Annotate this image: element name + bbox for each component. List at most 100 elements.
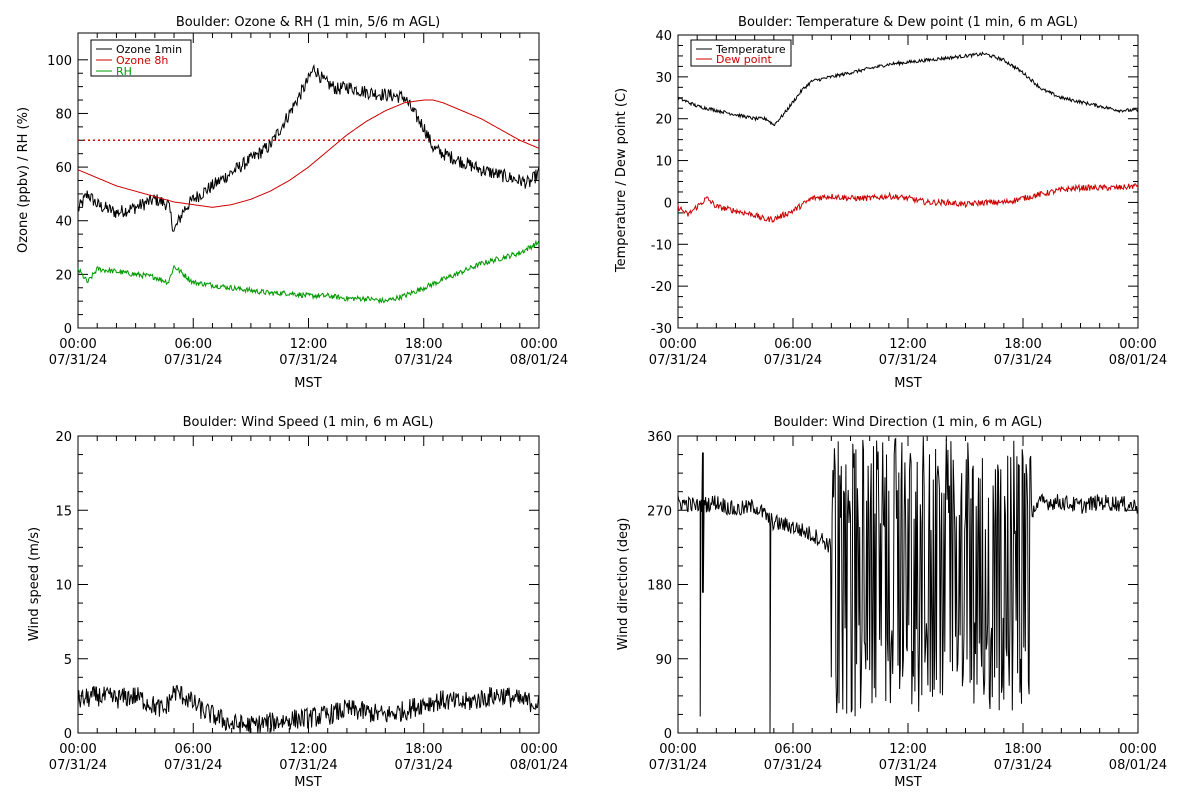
y-tick-label: 270 <box>647 504 672 519</box>
y-tick-label: 5 <box>64 653 72 668</box>
y-tick-label: 10 <box>655 155 672 170</box>
x-tick-label-time: 06:00 <box>774 337 811 352</box>
x-tick-label-time: 06:00 <box>774 742 811 757</box>
series-line-wind-dir <box>677 436 1139 734</box>
x-tick-label-time: 00:00 <box>1119 337 1156 352</box>
chart-title: Boulder: Wind Direction (1 min, 6 m AGL) <box>774 415 1043 430</box>
series-line-ozone-8h <box>77 99 540 208</box>
y-tick-label: 20 <box>655 113 672 128</box>
x-tick-label-date: 07/31/24 <box>164 758 222 773</box>
plot-frame <box>77 435 540 734</box>
legend-label-dew-point: Dew point <box>716 53 772 66</box>
series-line-dew-point <box>677 183 1139 223</box>
x-tick-label-time: 12:00 <box>290 337 327 352</box>
y-axis-label: Temperature / Dew point (C) <box>614 88 629 273</box>
x-tick-label-date: 07/31/24 <box>879 758 937 773</box>
y-tick-label: 20 <box>55 430 72 445</box>
x-tick-label-time: 12:00 <box>889 337 926 352</box>
x-axis: 00:0007/31/2406:0007/31/2412:0007/31/241… <box>49 33 568 368</box>
x-tick-label-time: 18:00 <box>1004 337 1041 352</box>
x-axis-label: MST <box>294 775 321 790</box>
series-lines <box>77 684 540 734</box>
x-tick-label-time: 00:00 <box>659 742 696 757</box>
panel-wind-speed: Boulder: Wind Speed (1 min, 6 m AGL) 0 5 1… <box>27 415 568 790</box>
y-axis-label: Wind direction (deg) <box>616 518 631 651</box>
chart-title: Boulder: Temperature & Dew point (1 min,… <box>738 15 1078 30</box>
x-tick-label-date: 08/01/24 <box>1109 758 1167 773</box>
x-axis-label: MST <box>294 376 321 391</box>
panel-ozone-rh: Boulder: Ozone & RH (1 min, 5/6 m AGL) 0… <box>16 15 568 391</box>
series-line-wind-speed <box>77 684 540 734</box>
y-axis-label: Wind speed (m/s) <box>27 527 42 641</box>
x-tick-label-time: 18:00 <box>1004 742 1041 757</box>
x-tick-label-date: 07/31/24 <box>649 353 707 368</box>
series-lines <box>677 51 1139 223</box>
y-tick-label: 0 <box>664 727 672 742</box>
y-tick-label: 0 <box>664 196 672 211</box>
plot-frame <box>677 34 1139 329</box>
chart-title: Boulder: Wind Speed (1 min, 6 m AGL) <box>183 415 434 430</box>
x-tick-label-time: 00:00 <box>59 337 96 352</box>
y-tick-label: -10 <box>651 238 672 253</box>
y-tick-label: 0 <box>64 322 72 337</box>
y-tick-label: 90 <box>655 653 672 668</box>
x-tick-label-time: 00:00 <box>659 337 696 352</box>
y-tick-label: 180 <box>647 579 672 594</box>
y-tick-label: 60 <box>55 161 72 176</box>
y-tick-label: 360 <box>647 430 672 445</box>
y-tick-label: 80 <box>55 107 72 122</box>
y-tick-label: 40 <box>55 215 72 230</box>
x-tick-label-time: 18:00 <box>405 337 442 352</box>
x-tick-label-time: 00:00 <box>520 742 557 757</box>
y-axis-label: Ozone (ppbv) / RH (%) <box>16 107 31 253</box>
x-tick-label-date: 08/01/24 <box>1109 353 1167 368</box>
x-tick-label-time: 00:00 <box>520 337 557 352</box>
x-tick-label-date: 08/01/24 <box>510 758 568 773</box>
x-tick-label-time: 00:00 <box>59 742 96 757</box>
legend-box <box>690 39 792 67</box>
x-tick-label-time: 18:00 <box>405 742 442 757</box>
x-tick-label-date: 07/31/24 <box>279 353 337 368</box>
x-tick-label-time: 12:00 <box>889 742 926 757</box>
x-tick-label-time: 00:00 <box>1119 742 1156 757</box>
panel-wind-dir: Boulder: Wind Direction (1 min, 6 m AGL)… <box>616 415 1167 790</box>
y-tick-label: 15 <box>55 504 72 519</box>
legend-label-rh: RH <box>116 65 132 78</box>
x-tick-label-time: 06:00 <box>175 742 212 757</box>
series-lines <box>677 436 1139 734</box>
x-tick-label-date: 07/31/24 <box>879 353 937 368</box>
x-tick-label-date: 07/31/24 <box>764 353 822 368</box>
series-line-ozone-1min <box>77 63 540 232</box>
y-axis: -30 -20 -10 0 10 20 30 40 <box>651 29 1138 337</box>
legend-box <box>90 39 192 77</box>
series-line-temperature <box>677 51 1139 127</box>
x-tick-label-date: 07/31/24 <box>395 758 453 773</box>
x-tick-label-date: 08/01/24 <box>510 353 568 368</box>
x-tick-label-date: 07/31/24 <box>164 353 222 368</box>
y-tick-label: -20 <box>651 280 672 295</box>
x-tick-label-time: 06:00 <box>175 337 212 352</box>
legend-label-ozone-1min: Ozone 1min <box>116 43 182 56</box>
y-tick-label: 10 <box>55 579 72 594</box>
y-axis: 0 90 180 270 360 <box>647 430 1138 742</box>
legend-label-ozone-8h: Ozone 8h <box>116 54 168 67</box>
y-tick-label: 100 <box>47 54 72 69</box>
panel-temp-dew: Boulder: Temperature & Dew point (1 min,… <box>614 15 1167 391</box>
x-tick-label-date: 07/31/24 <box>395 353 453 368</box>
x-tick-label-date: 07/31/24 <box>649 758 707 773</box>
legend: Ozone 1min Ozone 8h RH <box>90 39 192 78</box>
y-tick-label: 30 <box>655 71 672 86</box>
x-tick-label-date: 07/31/24 <box>279 758 337 773</box>
y-tick-label: -30 <box>651 322 672 337</box>
x-axis: 00:0007/31/2406:0007/31/2412:0007/31/241… <box>649 436 1167 773</box>
x-axis-label: MST <box>894 775 921 790</box>
x-tick-label-time: 12:00 <box>290 742 327 757</box>
y-tick-label: 20 <box>55 268 72 283</box>
legend-label-temperature: Temperature <box>715 43 786 56</box>
chart-title: Boulder: Ozone & RH (1 min, 5/6 m AGL) <box>176 15 440 30</box>
x-tick-label-date: 07/31/24 <box>994 758 1052 773</box>
y-tick-label: 0 <box>64 727 72 742</box>
x-tick-label-date: 07/31/24 <box>994 353 1052 368</box>
y-axis: 0 5 10 15 20 <box>55 430 539 742</box>
